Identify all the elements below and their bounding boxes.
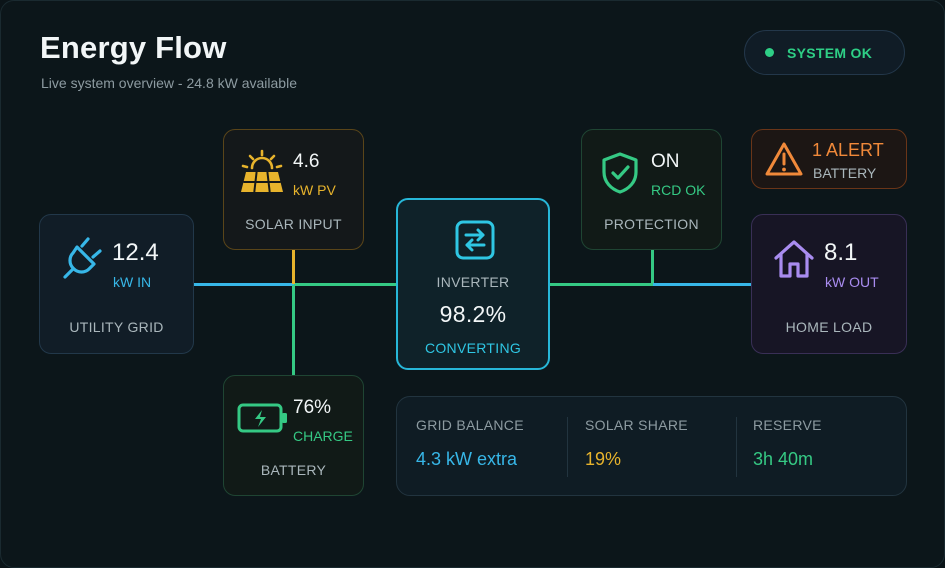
system-status-badge[interactable]: SYSTEM OK [744, 30, 905, 75]
inverter-state: CONVERTING [424, 340, 522, 356]
stat-divider [567, 417, 568, 477]
page-title: Energy Flow [40, 30, 227, 65]
wire-battery-riser [292, 285, 295, 377]
battery-unit: CHARGE [293, 428, 353, 444]
battery-label: BATTERY [260, 462, 327, 478]
inverter-card[interactable]: INVERTER 98.2% CONVERTING [396, 198, 550, 370]
solar-input-card[interactable]: 4.6 kW PV SOLAR INPUT [223, 129, 364, 250]
battery-charging-icon [237, 403, 287, 433]
page-subtitle: Live system overview - 24.8 kW available [41, 75, 297, 91]
wire-inverter-to-protection [550, 283, 653, 286]
solar-panel-icon [241, 149, 283, 193]
stat-reserve-value: 3h 40m [753, 449, 814, 469]
solar-label: SOLAR INPUT [245, 216, 342, 232]
battery-card[interactable]: 76% CHARGE BATTERY [223, 375, 364, 496]
warning-icon [765, 142, 803, 176]
shield-check-icon [602, 152, 638, 194]
home-load-card[interactable]: 8.1 kW OUT HOME LOAD [751, 214, 907, 354]
stat-solar-share-value: 19% [585, 449, 622, 469]
utility-grid-card[interactable]: 12.4 kW IN UTILITY GRID [39, 214, 194, 354]
summary-stats-panel: GRID BALANCE 4.3 kW extra SOLAR SHARE 19… [396, 396, 907, 496]
stat-grid-balance-value: 4.3 kW extra [416, 449, 518, 469]
protection-label: PROTECTION [604, 216, 699, 232]
home-value: 8.1 [824, 239, 858, 266]
alert-source: BATTERY [813, 165, 877, 181]
wire-grid-to-inverter [194, 283, 294, 286]
protection-card[interactable]: ON RCD OK PROTECTION [581, 129, 722, 250]
grid-label: UTILITY GRID [69, 319, 164, 335]
stat-reserve-label: RESERVE [753, 417, 822, 433]
home-icon [774, 240, 814, 278]
stat-grid-balance-label: GRID BALANCE [416, 417, 524, 433]
protection-unit: RCD OK [651, 182, 706, 198]
solar-unit: kW PV [293, 182, 336, 198]
stat-divider [736, 417, 737, 477]
wire-to-home [653, 283, 752, 286]
wire-protection-drop [651, 250, 654, 284]
system-status-text: SYSTEM OK [787, 44, 873, 61]
home-unit: kW OUT [825, 274, 879, 290]
swap-arrows-icon [455, 220, 495, 260]
battery-value: 76% [293, 397, 332, 418]
wire-solar-drop [292, 250, 295, 284]
alert-count: 1 ALERT [812, 140, 884, 160]
solar-value: 4.6 [293, 151, 320, 172]
grid-unit: kW IN [113, 274, 152, 290]
stat-solar-share-label: SOLAR SHARE [585, 417, 688, 433]
plug-icon [63, 237, 102, 279]
inverter-label: INVERTER [436, 274, 510, 290]
inverter-efficiency: 98.2% [439, 301, 507, 327]
battery-alert-card[interactable]: 1 ALERT BATTERY [751, 129, 907, 189]
home-label: HOME LOAD [785, 319, 873, 335]
status-dot-icon [765, 48, 774, 57]
protection-value: ON [651, 151, 680, 172]
wire-bus-to-inverter [294, 283, 396, 286]
grid-value: 12.4 [112, 239, 159, 266]
